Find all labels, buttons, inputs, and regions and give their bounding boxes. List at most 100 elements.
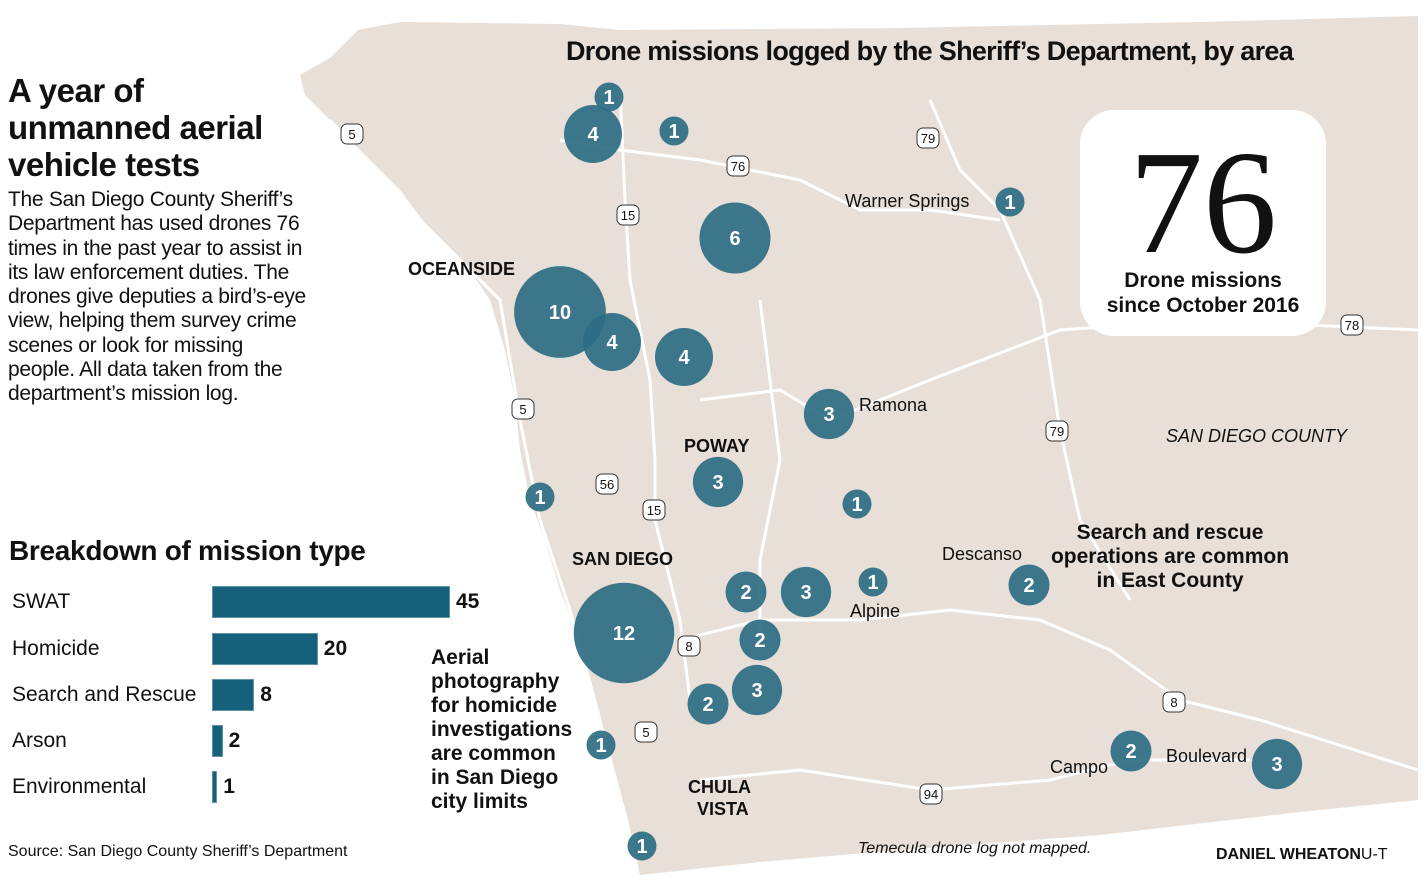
shield-number: 79 — [921, 131, 935, 146]
bubble-count: 2 — [740, 582, 751, 604]
bubble-circle — [739, 619, 781, 661]
mission-bubble: 12 — [573, 582, 675, 684]
shield-shape — [511, 398, 535, 420]
bar-label: Search and Rescue — [12, 683, 197, 706]
bubble-circle — [1008, 564, 1050, 606]
bubble-circle — [780, 566, 832, 618]
mission-bubble: 4 — [583, 313, 641, 371]
bubble-circle — [594, 82, 624, 112]
bubble-circle — [1110, 730, 1152, 772]
bubble-count: 12 — [613, 623, 635, 645]
mission-bubble: 1 — [627, 831, 657, 861]
bubble-count: 3 — [712, 472, 723, 494]
credit-org: U-T — [1360, 846, 1388, 863]
mission-bubble: 1 — [586, 730, 616, 760]
bubble-circle — [514, 266, 606, 358]
bar — [212, 725, 223, 757]
mission-bubble: 3 — [1251, 738, 1303, 790]
bubble-count: 3 — [1271, 754, 1282, 776]
bubble-circle — [699, 202, 771, 274]
bubble-count: 3 — [823, 404, 834, 426]
mission-bubble: 2 — [687, 683, 729, 725]
bubble-count: 3 — [751, 680, 762, 702]
shield-number: 15 — [647, 503, 661, 518]
highway-shield: 79 — [1045, 420, 1069, 442]
highway-shield: 76 — [726, 155, 750, 177]
highway-shield: 94 — [919, 783, 943, 805]
bar — [212, 771, 218, 803]
total-missions-callout: 76 Drone missions since October 2016 — [1080, 110, 1326, 336]
shield-shape — [595, 473, 619, 495]
chart-title: Breakdown of mission type — [9, 535, 366, 566]
place-alpine: Alpine — [850, 601, 901, 621]
bubble-count: 4 — [587, 124, 599, 146]
bubble-count: 6 — [729, 228, 740, 250]
shield-number: 79 — [1050, 424, 1064, 439]
shield-shape — [634, 721, 658, 743]
note-line: Search and rescue — [1076, 521, 1264, 544]
highway-shield: 56 — [595, 473, 619, 495]
shield-number: 76 — [731, 159, 745, 174]
mission-bubble: 2 — [1008, 564, 1050, 606]
mission-bubble: 1 — [659, 116, 689, 146]
mission-bubble: 2 — [739, 619, 781, 661]
callout-line-2: since October 2016 — [1106, 294, 1300, 317]
bar-value: 8 — [260, 683, 272, 706]
bubble-count: 4 — [678, 347, 690, 369]
shield-number: 5 — [519, 402, 526, 417]
shield-number: 5 — [642, 725, 649, 740]
intro-text: The San Diego County Sheriff’s Departmen… — [8, 188, 306, 406]
total-missions-number: 76 — [1129, 121, 1277, 285]
bar-label: SWAT — [12, 590, 71, 613]
highway-shield: 79 — [916, 127, 940, 149]
credit: DANIEL WHEATONU-T — [1216, 846, 1388, 864]
shield-number: 78 — [1345, 318, 1359, 333]
place-descanso: Descanso — [942, 544, 1023, 564]
bar — [212, 633, 318, 665]
bubble-count: 2 — [1023, 575, 1034, 597]
bubble-circle — [725, 571, 767, 613]
place-warner-springs: Warner Springs — [845, 191, 970, 211]
city-label-vista: VISTA — [697, 799, 749, 819]
note-line: city limits — [431, 790, 528, 813]
headline: A year of unmanned aerial vehicle tests — [8, 72, 263, 183]
highway-shield: 5 — [634, 721, 658, 743]
credit-name: DANIEL WHEATON — [1216, 846, 1361, 863]
shield-shape — [1045, 420, 1069, 442]
bubble-circle — [655, 328, 713, 386]
bar-label: Arson — [12, 729, 67, 752]
shield-number: 8 — [1170, 695, 1177, 710]
mission-bubble: 1 — [525, 482, 555, 512]
highway-shield: 78 — [1340, 314, 1364, 336]
city-label-oceanside: OCEANSIDE — [408, 259, 516, 279]
bar — [212, 679, 255, 711]
shield-shape — [1162, 691, 1186, 713]
bar — [212, 586, 450, 618]
note-line: Aerial — [431, 646, 490, 669]
shield-number: 56 — [600, 477, 614, 492]
place-boulevard: Boulevard — [1166, 746, 1248, 766]
bubble-circle — [803, 388, 855, 440]
bubble-count: 1 — [603, 87, 614, 109]
bubble-count: 1 — [668, 121, 679, 143]
bar-value: 20 — [323, 637, 348, 660]
bubble-circle — [687, 683, 729, 725]
shield-number: 5 — [348, 127, 355, 142]
bubble-count: 1 — [534, 487, 545, 509]
bubble-count: 10 — [549, 302, 571, 324]
mission-bubble: 1 — [594, 82, 624, 112]
highway-shield: 5 — [511, 398, 535, 420]
shield-number: 94 — [924, 787, 938, 802]
shield-shape — [919, 783, 943, 805]
bar-value: 2 — [228, 729, 241, 752]
shield-shape — [916, 127, 940, 149]
mission-bubble: 3 — [803, 388, 855, 440]
highway-shield: 15 — [642, 499, 666, 521]
shield-shape — [340, 123, 364, 145]
map-title: Drone missions logged by the Sheriff’s D… — [566, 36, 1294, 66]
note-line: for homicide — [431, 694, 558, 717]
bubble-count: 1 — [595, 735, 606, 757]
mission-bubble: 4 — [564, 105, 622, 163]
